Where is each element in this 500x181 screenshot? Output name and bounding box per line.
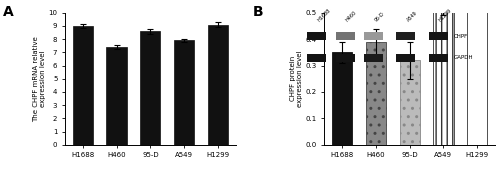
Text: A: A	[2, 5, 13, 19]
Text: H460: H460	[345, 10, 358, 23]
Bar	[208, 25, 228, 145]
Text: H1688: H1688	[316, 8, 332, 23]
Bar	[336, 54, 354, 62]
Text: CHPF: CHPF	[454, 34, 468, 39]
Bar	[73, 26, 93, 145]
Text: 95-D: 95-D	[374, 11, 386, 23]
Bar	[366, 42, 386, 145]
Bar	[434, 0, 454, 145]
Bar	[364, 54, 383, 62]
Text: B: B	[252, 5, 263, 19]
Text: GAPDH: GAPDH	[454, 55, 473, 60]
Bar	[307, 54, 326, 62]
Bar	[174, 40, 194, 145]
Bar	[396, 54, 415, 62]
Bar	[307, 32, 326, 40]
Bar	[106, 47, 126, 145]
Text: A549: A549	[406, 11, 418, 23]
Bar	[396, 32, 415, 40]
Y-axis label: CHPF protein
expression level: CHPF protein expression level	[290, 50, 302, 107]
Bar	[428, 32, 448, 40]
Text: H1299: H1299	[438, 8, 453, 23]
Y-axis label: The CHPF mRNA relative
expression level: The CHPF mRNA relative expression level	[32, 36, 46, 122]
Bar	[336, 32, 354, 40]
Bar	[467, 0, 487, 145]
Bar	[140, 31, 160, 145]
Bar	[400, 60, 420, 145]
Bar	[332, 52, 352, 145]
Bar	[428, 54, 448, 62]
Bar	[364, 32, 383, 40]
